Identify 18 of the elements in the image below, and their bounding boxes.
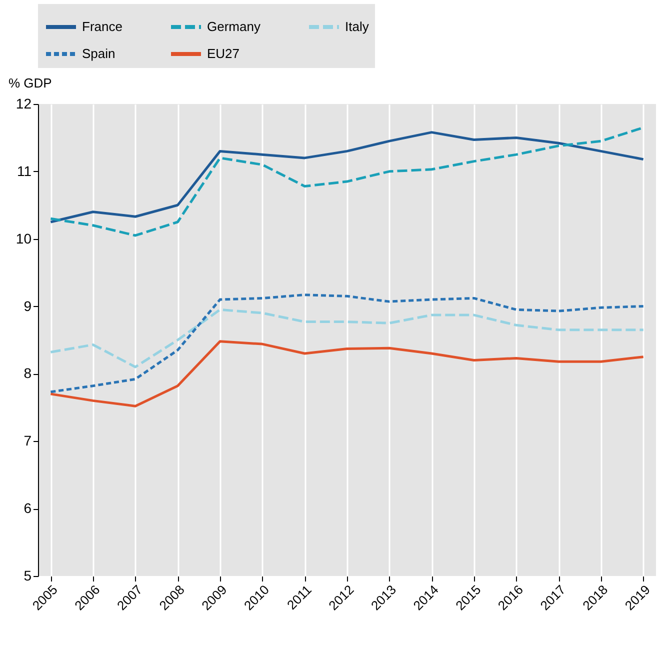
line-series	[49, 308, 645, 368]
y-tick-label: 7	[24, 432, 32, 449]
legend-label: Germany	[207, 19, 261, 34]
legend-label: EU27	[207, 46, 240, 61]
y-tick-label: 8	[24, 365, 32, 382]
y-tick-label: 11	[16, 162, 32, 179]
y-axis-title: % GDP	[8, 76, 52, 90]
legend-label: France	[82, 19, 122, 34]
line-series	[49, 340, 645, 408]
legend-label: Spain	[82, 46, 116, 61]
line-series	[49, 294, 645, 394]
y-tick-label: 6	[24, 500, 32, 516]
line-series	[49, 131, 645, 224]
y-tick-label: 9	[24, 298, 32, 314]
y-tick-label: 12	[16, 96, 32, 112]
legend-label: Italy	[345, 19, 370, 34]
y-tick-label: 10	[16, 230, 32, 246]
y-tick-label: 5	[24, 568, 32, 584]
